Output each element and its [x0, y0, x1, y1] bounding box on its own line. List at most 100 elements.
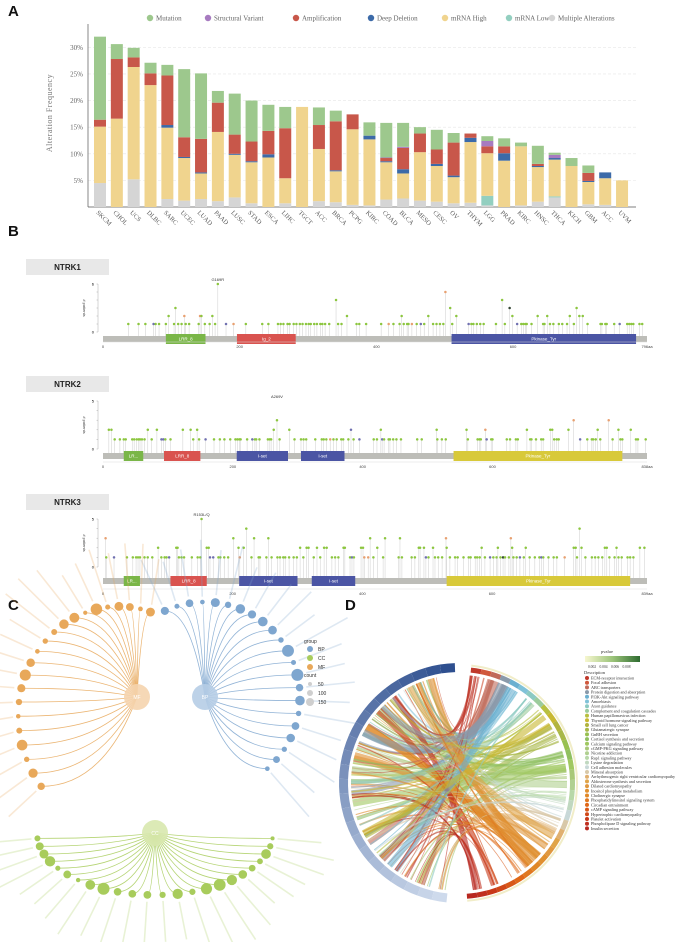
bar-segment — [481, 205, 494, 207]
chord — [435, 677, 489, 731]
legend-dot — [585, 821, 589, 826]
bar-segment — [531, 145, 544, 164]
lollipop-head — [349, 428, 353, 432]
lollipop-head — [594, 438, 597, 441]
lollipop-head — [615, 546, 618, 550]
gene-sector — [340, 749, 353, 766]
bar-segment — [329, 121, 342, 171]
bar-segment — [447, 177, 460, 204]
pvalue-tick-label: 0.002 — [588, 665, 596, 669]
length-label: 838aa — [641, 464, 653, 469]
network-edge — [74, 617, 138, 698]
lollipop-head — [612, 322, 616, 326]
lollipop-head — [500, 298, 504, 302]
lollipop-head — [352, 438, 355, 441]
network-edge — [18, 696, 138, 703]
term-label-text — [236, 885, 272, 926]
lollipop-head — [397, 556, 400, 559]
lollipop-head — [578, 438, 582, 441]
bar-segment — [279, 178, 292, 204]
term-label-text — [242, 567, 258, 602]
bar-segment — [178, 200, 191, 207]
lollipop-head — [431, 546, 435, 550]
legend-dot — [585, 708, 589, 713]
legend-label: Complement and coagulation cascades — [591, 708, 656, 713]
term-label-text — [264, 863, 306, 886]
lollipop-head — [138, 556, 142, 559]
gene-sector — [411, 667, 428, 682]
lollipop-head — [444, 290, 447, 294]
term-label-text — [124, 543, 131, 601]
lollipop-head — [307, 546, 310, 550]
legend-dot — [585, 746, 589, 751]
chord — [351, 787, 560, 824]
lollipop-head — [482, 322, 485, 326]
term-node — [63, 870, 72, 879]
lollipop-head — [450, 322, 454, 326]
term-label-text — [0, 855, 38, 871]
term-label-text — [215, 550, 222, 596]
network-edge — [204, 608, 241, 698]
term-node — [286, 733, 295, 743]
y-axis-label: # patients — [82, 534, 87, 551]
lollipop-head — [146, 428, 150, 432]
term-node — [160, 606, 169, 615]
lollipop-head — [379, 322, 383, 326]
legend-label: Focal adhesion — [591, 680, 617, 685]
pathway-sector — [517, 684, 529, 695]
legend-dot — [585, 770, 589, 774]
lollipop-head — [260, 322, 264, 326]
lollipop-head — [304, 438, 308, 441]
panel-label-a: A — [8, 3, 19, 20]
network-edge — [204, 629, 273, 698]
term-node — [264, 766, 270, 772]
gene-sector — [397, 672, 415, 688]
category-label: LGG — [482, 209, 497, 224]
legend-label: Mineral absorption — [591, 770, 624, 775]
legend-dot — [585, 718, 589, 723]
lollipop-head — [400, 314, 403, 318]
lollipop-head — [520, 322, 523, 326]
lollipop-head — [448, 556, 452, 559]
term-label-text — [179, 549, 190, 597]
legend-dot — [585, 727, 589, 732]
lollipop-head — [476, 438, 479, 441]
lollipop-head — [611, 438, 614, 441]
gene-plot-ntrk1: NTRK1 0 6 # patients G169R LRR_8 Ig_2 Pkinase_T… — [26, 259, 653, 349]
bar-segment — [94, 36, 106, 120]
lollipop-head — [591, 438, 595, 441]
legend-label: Phospholipase D signaling pathway — [591, 821, 652, 826]
lollipop-head — [152, 322, 155, 326]
legend-label: CC — [318, 656, 326, 662]
pathway-sector — [569, 779, 576, 791]
chord — [428, 698, 527, 888]
lollipop-head — [629, 428, 633, 432]
lollipop-head — [364, 322, 368, 326]
bar-segment — [279, 106, 292, 129]
pvalue-colorbar — [585, 656, 640, 662]
term-label-text — [140, 559, 163, 605]
lollipop-head — [483, 556, 487, 559]
lollipop-head — [475, 556, 479, 559]
legend-label: Rap1 signaling pathway — [591, 755, 632, 760]
bar-segment — [195, 73, 208, 139]
lollipop-head — [146, 556, 149, 559]
lollipop-head — [228, 438, 232, 441]
lollipop-head — [304, 322, 308, 326]
y-tick-zero: 0 — [92, 565, 95, 570]
term-label-text — [0, 761, 23, 776]
length-label: 839aa — [641, 591, 653, 596]
group-hub — [142, 820, 168, 846]
lollipop-head — [135, 438, 139, 441]
legend-dot — [441, 14, 449, 22]
lollipop-head — [267, 322, 270, 326]
network-edge — [204, 696, 296, 727]
bar-segment — [110, 59, 123, 119]
gene-sector — [339, 763, 350, 780]
lollipop-head — [503, 556, 507, 559]
bar-segment — [498, 160, 511, 207]
lollipop-head — [440, 556, 444, 559]
bar-segment — [548, 152, 561, 155]
legend-label: GnRH secretion — [591, 732, 619, 737]
description-title: Description — [584, 670, 606, 675]
